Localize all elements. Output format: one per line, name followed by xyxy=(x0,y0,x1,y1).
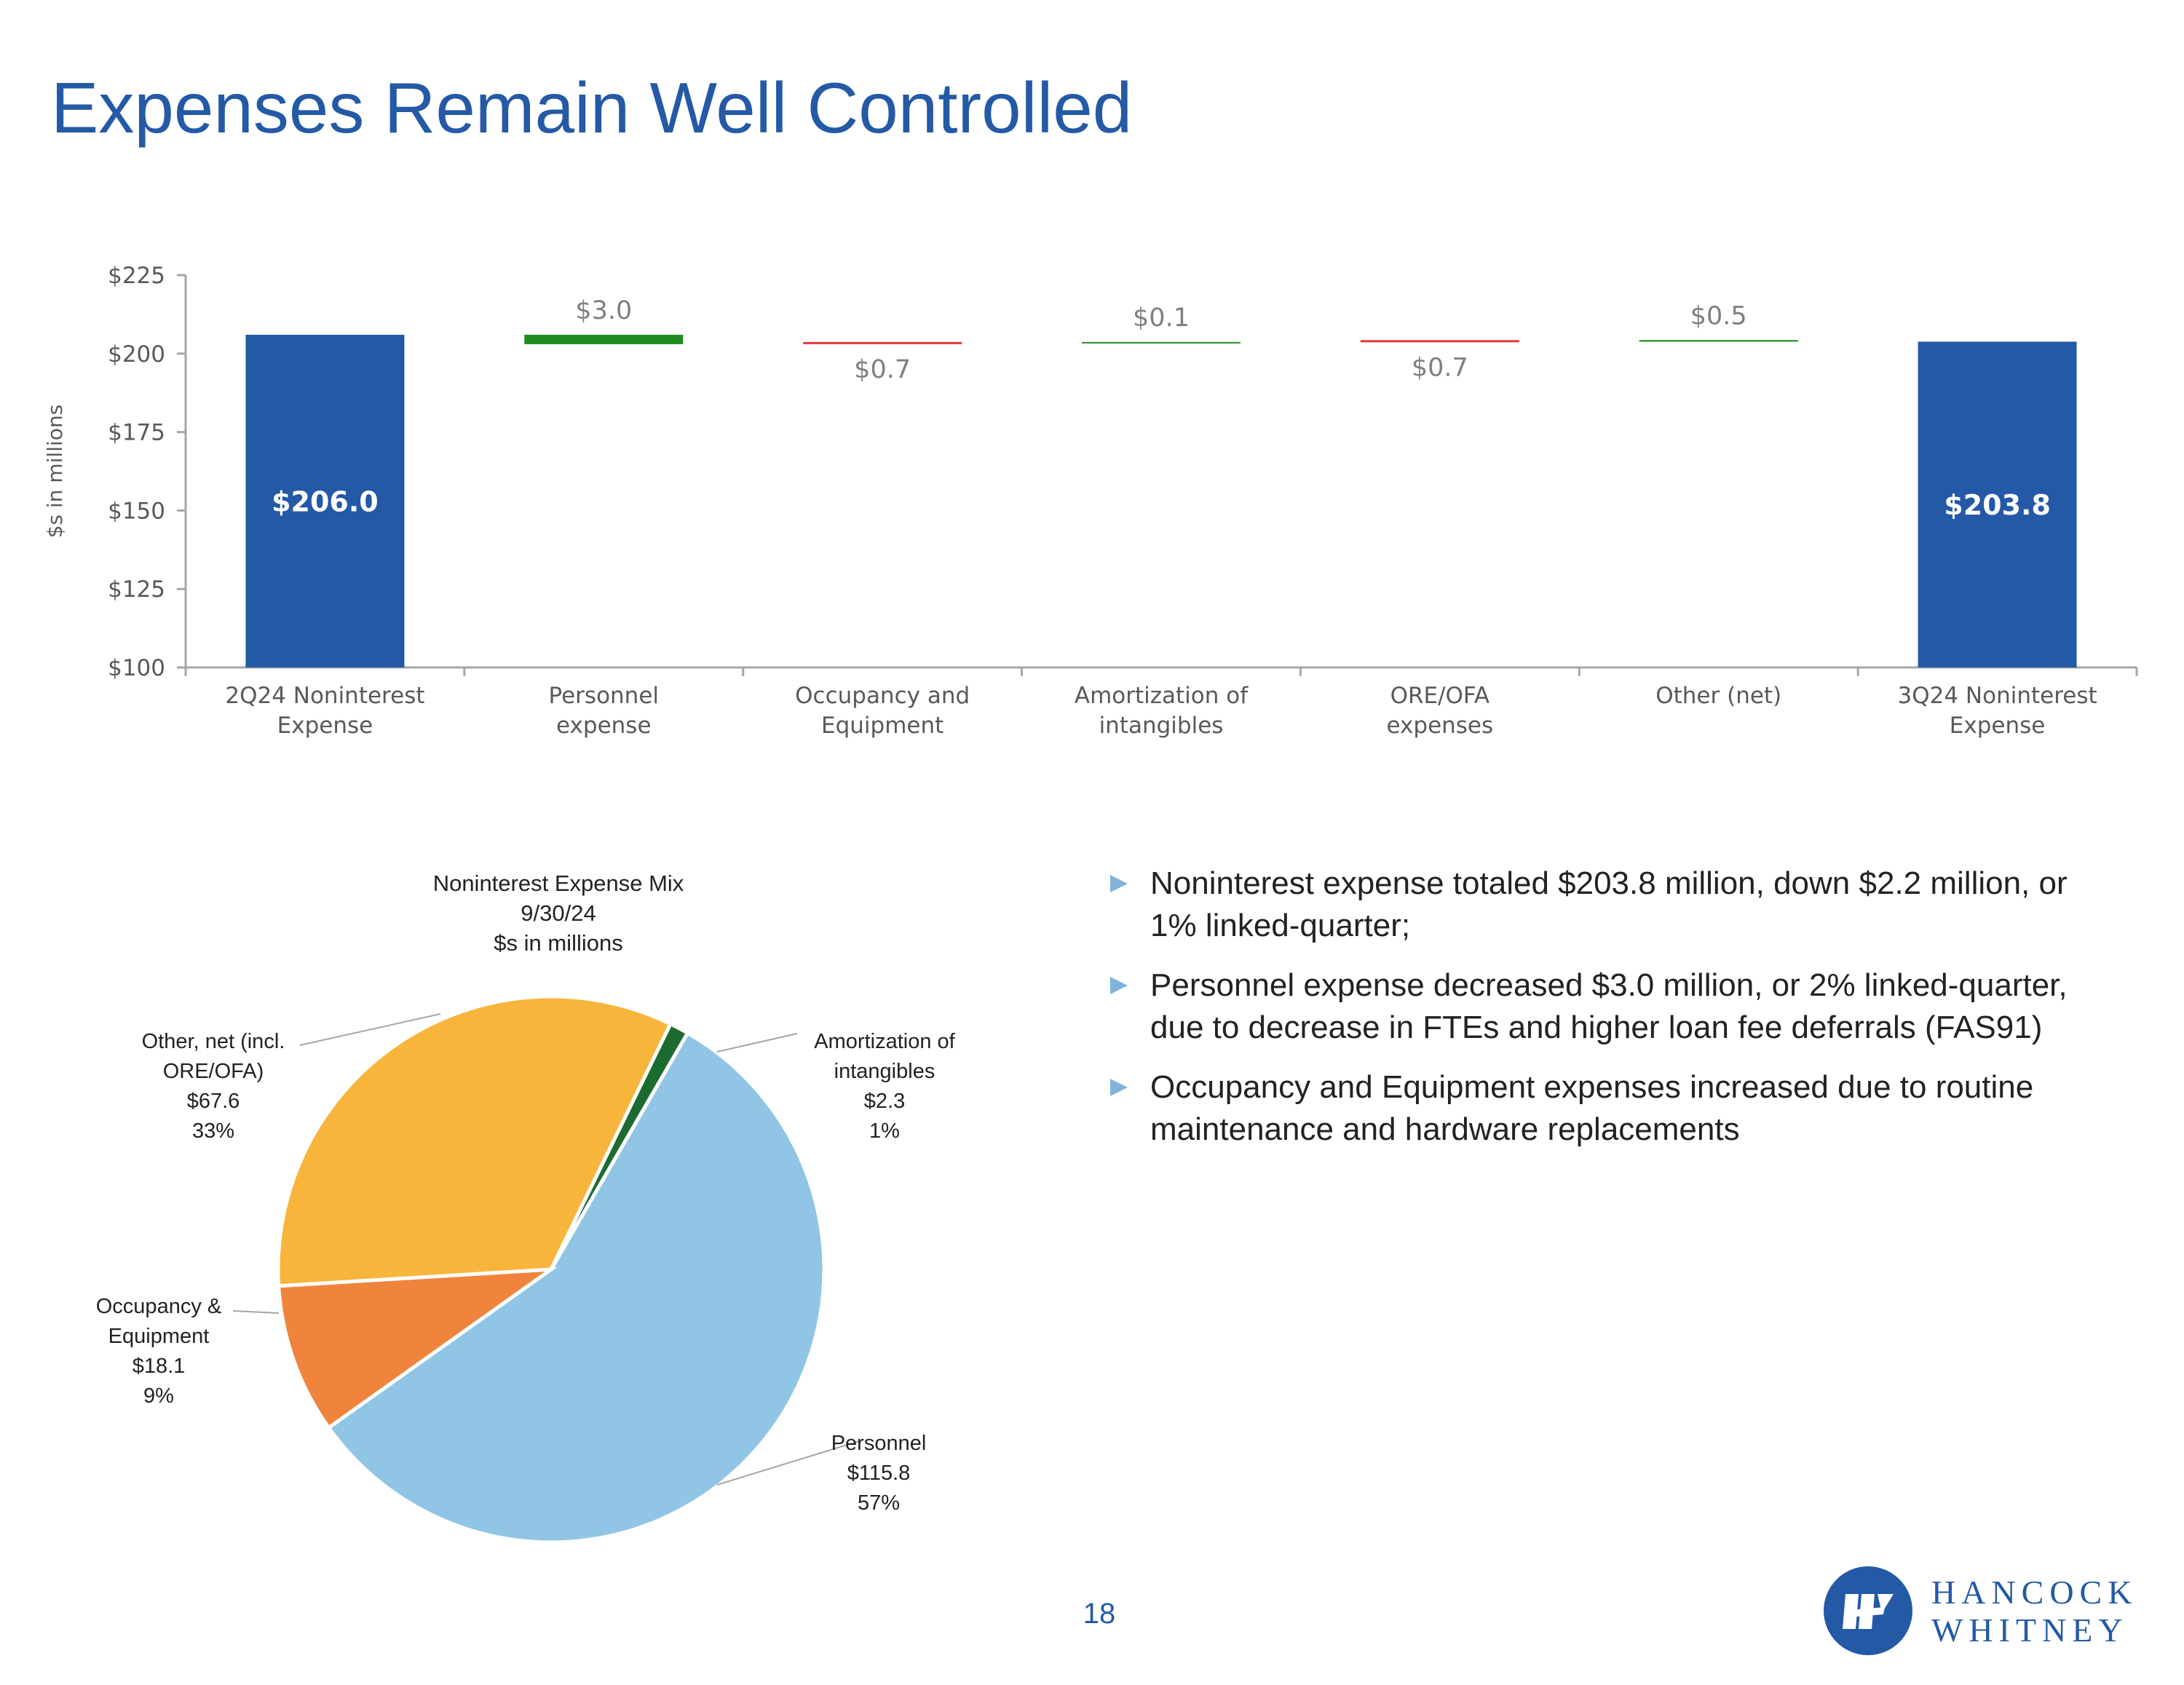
logo-wordmark: HANCOCK WHITNEY xyxy=(1931,1574,2137,1649)
x-category-label: Expense xyxy=(1950,713,2046,739)
pie-slice-label: $2.3 xyxy=(864,1090,905,1113)
bullet-item: Occupancy and Equipment expenses increas… xyxy=(1110,1066,2078,1151)
x-category-label: Amortization of xyxy=(1075,683,1249,709)
bullet-arrow-icon xyxy=(1110,977,1128,994)
pie-slice-label: 1% xyxy=(869,1119,900,1143)
pie-title: $s in millions xyxy=(494,930,622,956)
bar-value-label: $0.7 xyxy=(1412,353,1468,382)
decrease-bar xyxy=(1082,341,1241,344)
bullet-list: Noninterest expense totaled $203.8 milli… xyxy=(1110,863,2078,1168)
logo-line-1: HANCOCK xyxy=(1931,1574,2138,1611)
y-tick-label: $150 xyxy=(108,498,165,524)
company-logo: HANCOCK WHITNEY xyxy=(1824,1565,2132,1660)
page-number: 18 xyxy=(1083,1598,1116,1630)
y-tick-label: $200 xyxy=(108,341,165,368)
x-category-label: Personnel xyxy=(549,683,660,709)
increase-bar xyxy=(803,341,962,344)
logo-emblem-icon xyxy=(1824,1566,1912,1655)
y-tick-label: $225 xyxy=(108,263,165,289)
bar-value-label: $0.1 xyxy=(1133,304,1190,333)
pie-leader-line xyxy=(716,1440,860,1486)
y-tick-label: $175 xyxy=(108,420,165,446)
pie-slice-label: $115.8 xyxy=(847,1462,911,1485)
y-tick-label: $100 xyxy=(108,655,165,681)
pie-slice-label: Amortization of xyxy=(814,1030,955,1053)
x-category-label: 2Q24 Noninterest xyxy=(225,683,424,709)
x-category-label: intangibles xyxy=(1099,713,1224,739)
pie-slice-label: Other, net (incl. xyxy=(142,1030,285,1053)
bar-value-label: $0.7 xyxy=(854,355,911,384)
y-axis-label: $s in millions xyxy=(43,405,67,539)
pie-slice-label: 33% xyxy=(192,1119,234,1143)
pie-slice-label: intangibles xyxy=(834,1060,935,1083)
bullet-arrow-icon xyxy=(1110,875,1128,892)
bullet-text: Noninterest expense totaled $203.8 milli… xyxy=(1150,865,2068,943)
pie-leader-line xyxy=(232,1310,280,1314)
increase-bar xyxy=(1360,340,1519,343)
logo-line-2: WHITNEY xyxy=(1931,1611,2129,1649)
total-bar xyxy=(1918,341,2077,667)
pie-slice-label: 9% xyxy=(143,1384,174,1408)
pie-leader-line xyxy=(716,1033,798,1052)
pie-slice xyxy=(277,1266,558,1430)
bar-value-label: $203.8 xyxy=(1944,489,2051,521)
pie-slice-label: $18.1 xyxy=(132,1355,186,1378)
x-category-label: Other (net) xyxy=(1655,683,1781,709)
pie-slice xyxy=(326,1030,826,1545)
bar-value-label: $206.0 xyxy=(272,485,379,518)
bullet-text: Occupancy and Equipment expenses increas… xyxy=(1150,1069,2034,1147)
pie-chart: Noninterest Expense Mix 9/30/24 $s in mill… xyxy=(96,871,956,1545)
slide-title: Expenses Remain Well Controlled xyxy=(51,68,1133,148)
pie-slice xyxy=(549,1021,690,1271)
pie-leader-line xyxy=(299,1013,441,1046)
bullet-item: Personnel expense decreased $3.0 million… xyxy=(1110,964,2078,1049)
pie-slice-label: 57% xyxy=(858,1491,900,1515)
pie-slice-label: $67.6 xyxy=(187,1090,240,1113)
x-category-label: expense xyxy=(556,713,652,739)
bullet-text: Personnel expense decreased $3.0 million… xyxy=(1150,967,2068,1045)
x-category-label: expenses xyxy=(1387,713,1494,739)
x-category-label: Equipment xyxy=(821,713,943,739)
total-bar xyxy=(245,334,405,667)
bullet-item: Noninterest expense totaled $203.8 milli… xyxy=(1110,863,2078,947)
pie-slice-label: ORE/OFA) xyxy=(163,1060,264,1083)
pie-slice-label: Personnel xyxy=(831,1432,927,1455)
decrease-bar xyxy=(524,334,684,344)
x-category-label: Expense xyxy=(277,713,373,739)
bar-value-label: $0.5 xyxy=(1690,301,1747,330)
bar-value-label: $3.0 xyxy=(575,296,632,325)
pie-slice-label: Occupancy & xyxy=(96,1295,221,1318)
pie-slice xyxy=(276,994,673,1288)
x-category-label: 3Q24 Noninterest xyxy=(1897,683,2097,709)
bullet-arrow-icon xyxy=(1110,1079,1128,1096)
pie-slice-label: Equipment xyxy=(108,1325,210,1348)
x-category-label: Occupancy and xyxy=(795,683,970,709)
y-tick-label: $125 xyxy=(108,576,165,603)
x-category-label: ORE/OFA xyxy=(1390,683,1490,709)
pie-title: Noninterest Expense Mix xyxy=(433,871,684,896)
decrease-bar xyxy=(1639,340,1798,342)
pie-title: 9/30/24 xyxy=(521,900,596,926)
waterfall-chart: $100 $125 $150 $175 $200 $225 $s in millions 2Q… xyxy=(43,263,2138,739)
